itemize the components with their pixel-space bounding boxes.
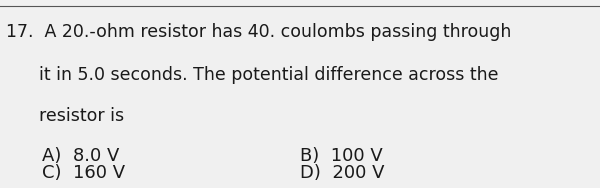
Text: D)  200 V: D) 200 V [300, 164, 385, 182]
Text: 17.  A 20.-ohm resistor has 40. coulombs passing through: 17. A 20.-ohm resistor has 40. coulombs … [6, 23, 511, 41]
Text: A)  8.0 V: A) 8.0 V [42, 147, 119, 165]
Text: B)  100 V: B) 100 V [300, 147, 383, 165]
Text: it in 5.0 seconds. The potential difference across the: it in 5.0 seconds. The potential differe… [6, 66, 499, 84]
Text: C)  160 V: C) 160 V [42, 164, 125, 182]
Text: resistor is: resistor is [6, 107, 124, 125]
